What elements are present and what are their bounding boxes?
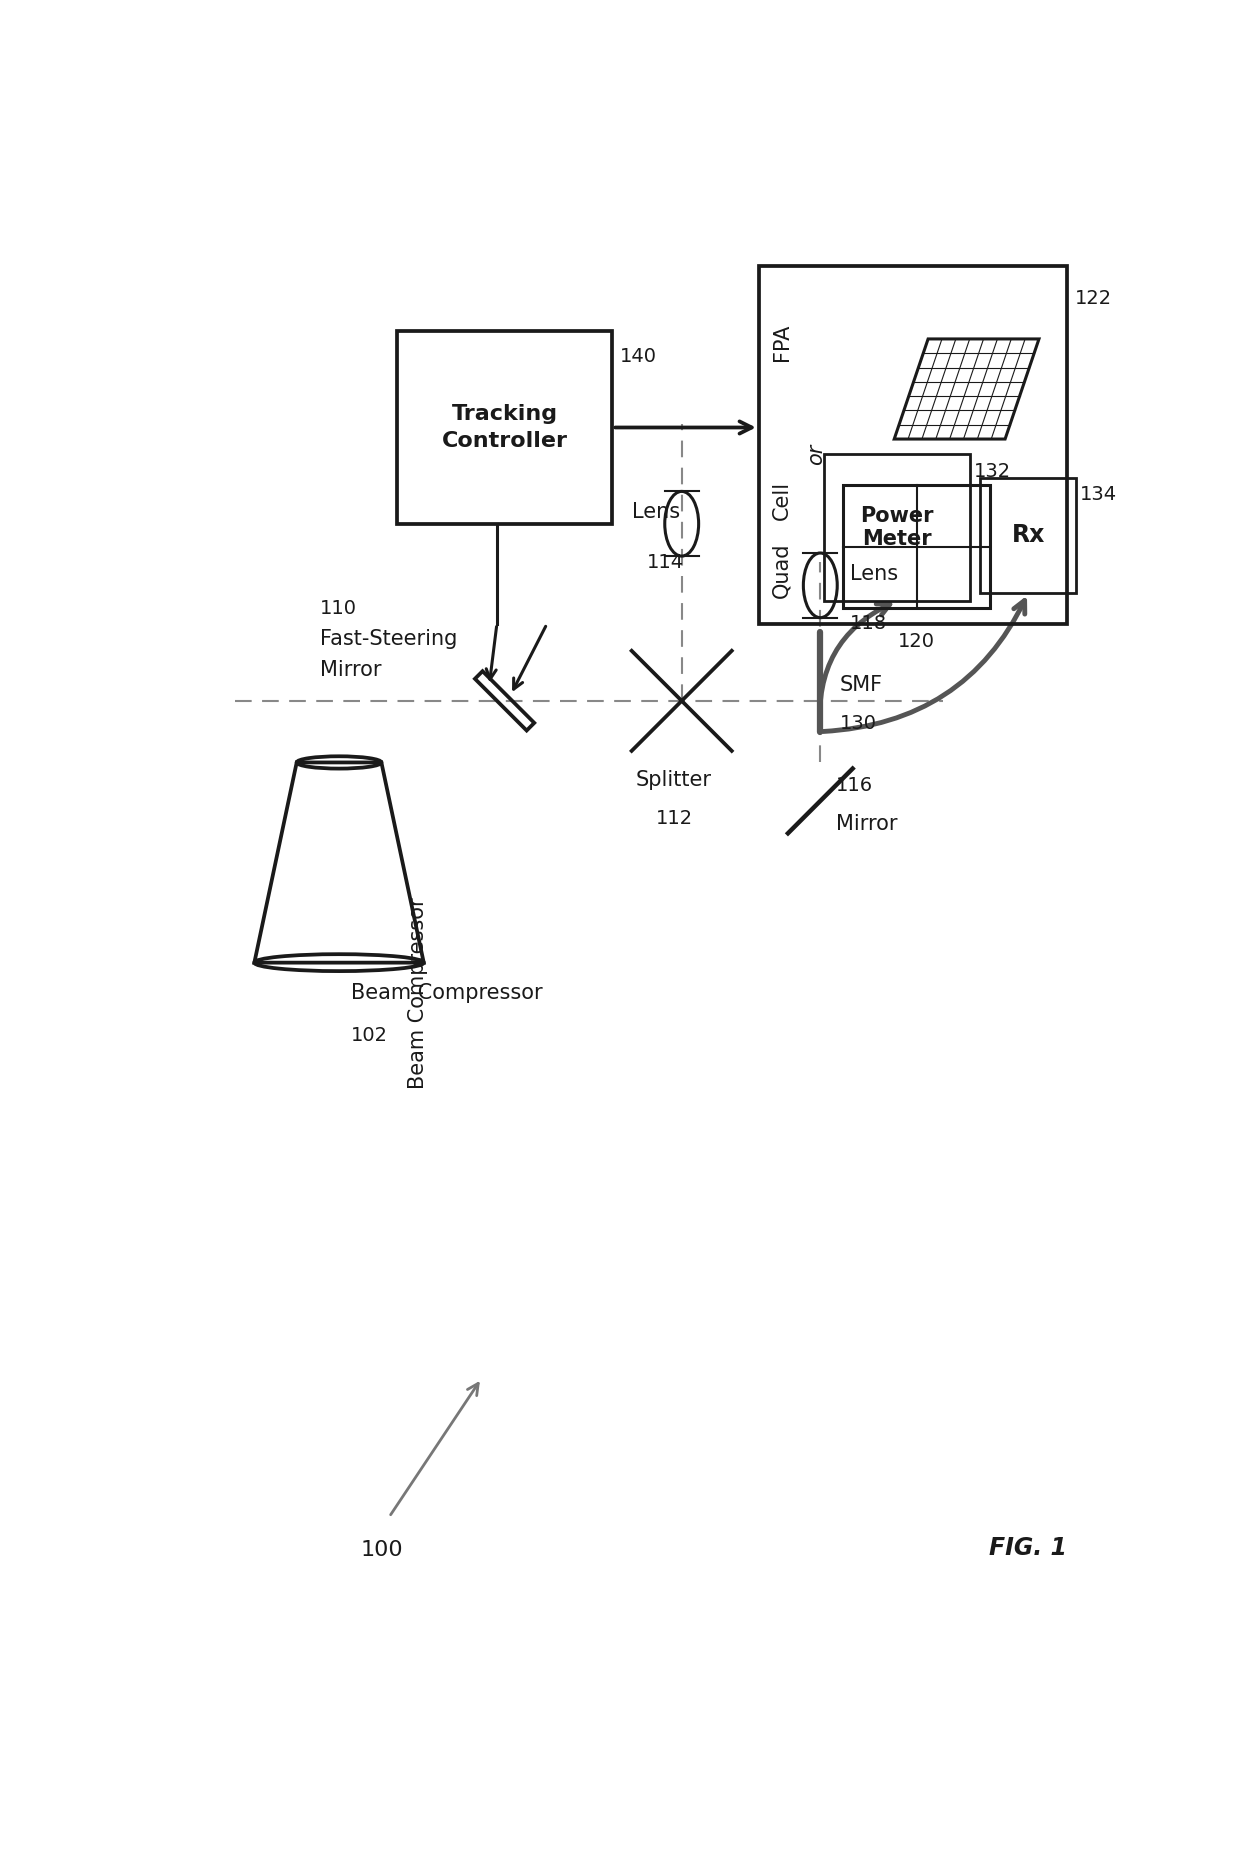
- Text: Lens: Lens: [849, 564, 898, 585]
- Bar: [759, 266, 1066, 624]
- Text: 120: 120: [898, 631, 935, 650]
- Text: 122: 122: [1074, 289, 1111, 307]
- Text: 132: 132: [975, 462, 1012, 480]
- Text: Quad: Quad: [771, 542, 792, 598]
- Text: or: or: [806, 443, 826, 466]
- Text: Beam Compressor: Beam Compressor: [351, 983, 542, 1004]
- Text: Mirror: Mirror: [836, 814, 898, 834]
- Bar: [825, 454, 971, 601]
- Text: Lens: Lens: [631, 503, 680, 521]
- Text: Fast-Steering: Fast-Steering: [320, 629, 458, 650]
- Text: Tracking
Controller: Tracking Controller: [441, 404, 568, 451]
- Text: FIG. 1: FIG. 1: [990, 1536, 1068, 1560]
- Text: Mirror: Mirror: [320, 659, 381, 680]
- Text: FPA: FPA: [771, 324, 792, 361]
- Text: 100: 100: [360, 1540, 403, 1560]
- Text: 112: 112: [656, 808, 693, 827]
- Text: 134: 134: [1080, 486, 1117, 505]
- Bar: [843, 486, 990, 609]
- Bar: [981, 477, 1076, 592]
- Text: 140: 140: [620, 346, 657, 365]
- Text: 114: 114: [647, 553, 684, 572]
- Text: 102: 102: [351, 1026, 388, 1045]
- Text: Splitter: Splitter: [636, 771, 712, 789]
- Text: Rx: Rx: [1012, 523, 1045, 547]
- Text: Cell: Cell: [771, 480, 792, 519]
- Text: 118: 118: [849, 614, 887, 633]
- Text: SMF: SMF: [839, 676, 883, 695]
- Text: Power
Meter: Power Meter: [861, 506, 934, 549]
- Bar: [397, 331, 613, 523]
- Text: 110: 110: [320, 600, 357, 618]
- Text: 116: 116: [836, 776, 873, 795]
- Text: 130: 130: [839, 715, 877, 734]
- Text: Beam Compressor: Beam Compressor: [408, 897, 428, 1089]
